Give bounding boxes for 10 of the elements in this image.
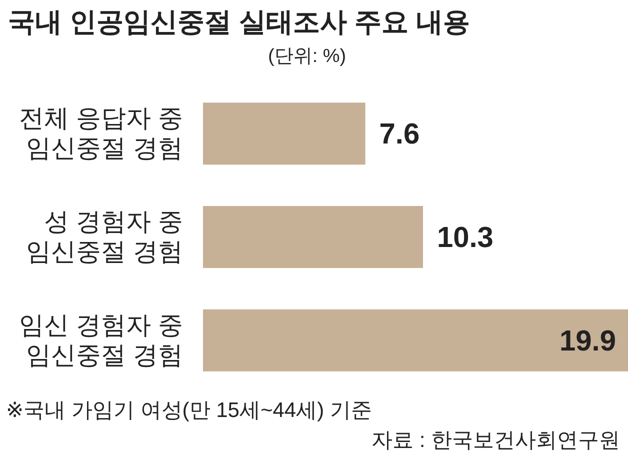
data-label: 7.6 (379, 118, 420, 151)
y-tick-label: 전체 응답자 중 임신중절 경험 (19, 104, 183, 163)
chart-title: 국내 인공임신중절 실태조사 주요 내용 (7, 6, 472, 39)
data-label: 10.3 (436, 222, 494, 254)
data-label: 19.9 (560, 325, 616, 358)
annotation: 자료 : 한국보건사회연구원 (370, 428, 621, 454)
y-tick-label: 임신 경험자 중 임신중절 경험 (19, 311, 183, 370)
text: (단위: %) (267, 45, 348, 69)
y-tick-label: 성 경험자 중 임신중절 경험 (26, 208, 183, 266)
annotation: ※국내 가임기 여성(만 15세~44세) 기준 (5, 398, 373, 424)
